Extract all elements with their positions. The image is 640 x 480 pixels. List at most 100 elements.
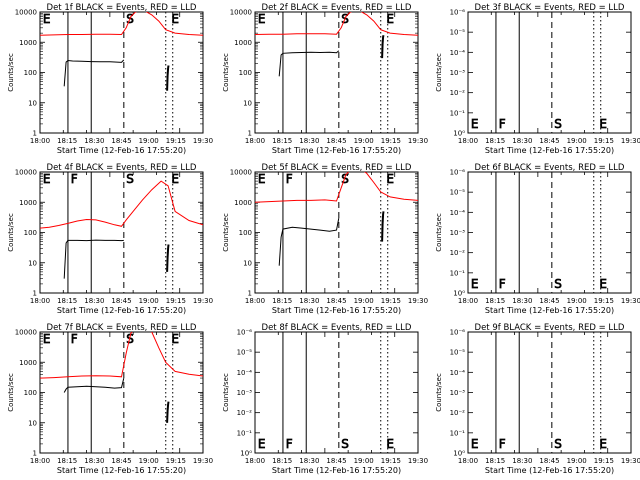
x-tick-label: 18:30: [512, 457, 532, 465]
marker-label: E: [43, 12, 51, 26]
marker-label: S: [554, 277, 562, 291]
plot-frame: [467, 331, 632, 454]
marker-label: F: [286, 437, 293, 451]
marker-label: F: [499, 117, 506, 131]
y-tick-label: 1: [33, 290, 37, 298]
y-axis-label: Counts/sec: [7, 373, 15, 412]
y-tick-label: 10⁰: [453, 290, 465, 298]
x-tick-label: 19:00: [567, 137, 587, 145]
y-tick-label: 10⁻²: [237, 409, 253, 417]
y-axis-label: Counts/sec: [222, 53, 230, 92]
x-tick-label: 18:00: [245, 297, 265, 305]
y-tick-label: 100: [24, 229, 37, 237]
events-series-line: [166, 244, 170, 272]
x-tick-label: 19:15: [166, 297, 186, 305]
y-tick-label: 10⁻⁴: [237, 369, 253, 377]
x-axis-label: Start Time (12-Feb-16 17:55:20): [272, 306, 401, 315]
x-tick-label: 19:00: [354, 137, 374, 145]
marker-label: S: [554, 437, 562, 451]
x-tick-label: 18:15: [485, 457, 505, 465]
y-tick-label: 10: [28, 259, 37, 267]
y-tick-label: 10⁻²: [450, 89, 466, 97]
x-tick-label: 18:15: [57, 297, 77, 305]
x-axis-label: Start Time (12-Feb-16 17:55:20): [485, 466, 614, 475]
x-tick-label: 19:30: [193, 457, 213, 465]
x-tick-label: 18:45: [111, 457, 131, 465]
y-tick-label: 10⁻³: [450, 69, 466, 77]
y-tick-label: 1: [248, 130, 252, 138]
y-tick-label: 10⁻¹: [450, 109, 466, 117]
y-tick-label: 10⁻⁵: [450, 349, 466, 357]
x-tick-label: 18:45: [111, 297, 131, 305]
y-tick-label: 100: [239, 229, 252, 237]
events-series-line: [381, 35, 385, 59]
x-tick-label: 18:45: [326, 137, 346, 145]
x-axis-label: Start Time (12-Feb-16 17:55:20): [57, 306, 186, 315]
detector-panel-8: Det 8f BLACK = Events, RED = LLD 18:00 18:…: [222, 323, 428, 475]
marker-label: E: [386, 12, 394, 26]
plot-frame: [467, 11, 632, 134]
marker-label: F: [286, 172, 293, 186]
panel-title: Det 6f BLACK = Events, RED = LLD: [475, 163, 625, 173]
x-tick-label: 19:00: [139, 137, 159, 145]
x-tick-label: 18:00: [458, 137, 478, 145]
x-tick-label: 18:00: [30, 137, 50, 145]
detector-panel-7: Det 7f BLACK = Events, RED = LLD 18:00 18:…: [7, 323, 213, 475]
y-tick-label: 10⁻²: [450, 249, 466, 257]
panel-title: Det 1f BLACK = Events, RED = LLD: [47, 3, 197, 13]
x-axis-label: Start Time (12-Feb-16 17:55:20): [272, 466, 401, 475]
x-tick-label: 18:30: [84, 297, 104, 305]
y-tick-label: 10⁻⁵: [450, 29, 466, 37]
x-axis-label: Start Time (12-Feb-16 17:55:20): [57, 146, 186, 155]
lld-series-line: [40, 332, 203, 379]
y-tick-label: 10⁻³: [450, 229, 466, 237]
x-tick-label: 18:15: [485, 297, 505, 305]
y-axis-label: Counts/sec: [222, 373, 230, 412]
detector-panel-4: Det 4f BLACK = Events, RED = LLD 18:00 18:…: [7, 163, 213, 315]
y-tick-label: 1: [248, 290, 252, 298]
detector-panel-5: Det 5f BLACK = Events, RED = LLD 18:00 18:…: [222, 163, 428, 315]
x-tick-label: 19:30: [621, 137, 640, 145]
panel-title: Det 3f BLACK = Events, RED = LLD: [475, 3, 625, 13]
marker-label: F: [499, 437, 506, 451]
x-tick-label: 19:15: [166, 457, 186, 465]
y-tick-label: 10⁰: [240, 450, 252, 458]
x-tick-label: 19:00: [139, 297, 159, 305]
x-tick-label: 19:30: [193, 137, 213, 145]
x-axis-label: Start Time (12-Feb-16 17:55:20): [57, 466, 186, 475]
events-series-line: [63, 239, 124, 279]
y-tick-label: 10⁻⁶: [450, 169, 466, 177]
x-tick-label: 18:15: [272, 137, 292, 145]
y-tick-label: 10⁻⁵: [237, 349, 253, 357]
marker-label: E: [258, 437, 266, 451]
x-tick-label: 18:30: [299, 457, 319, 465]
detector-panel-9: Det 9f BLACK = Events, RED = LLD 18:00 18:…: [435, 323, 640, 475]
panel-title: Det 5f BLACK = Events, RED = LLD: [262, 163, 412, 173]
x-tick-label: 19:15: [381, 297, 401, 305]
y-tick-label: 10⁻¹: [237, 429, 253, 437]
x-tick-label: 18:30: [299, 297, 319, 305]
detector-panel-6: Det 6f BLACK = Events, RED = LLD 18:00 18:…: [435, 163, 640, 315]
marker-label: E: [386, 172, 394, 186]
x-tick-label: 19:15: [594, 137, 614, 145]
y-tick-label: 10000: [15, 169, 37, 177]
x-tick-label: 18:45: [111, 137, 131, 145]
marker-label: E: [471, 117, 479, 131]
x-tick-label: 19:30: [408, 137, 428, 145]
x-tick-label: 18:30: [84, 137, 104, 145]
events-series-line: [63, 377, 125, 393]
y-tick-label: 10: [28, 419, 37, 427]
x-tick-label: 18:45: [539, 137, 559, 145]
events-series-line: [381, 211, 385, 242]
y-tick-label: 1: [33, 450, 37, 458]
marker-label: F: [499, 277, 506, 291]
y-tick-label: 10⁻⁴: [450, 209, 466, 217]
x-tick-label: 19:15: [381, 137, 401, 145]
marker-label: E: [258, 12, 266, 26]
x-tick-label: 19:00: [139, 457, 159, 465]
detector-panel-2: Det 2f BLACK = Events, RED = LLD 18:00 18:…: [222, 3, 428, 155]
y-tick-label: 10⁻¹: [450, 429, 466, 437]
x-tick-label: 18:15: [272, 457, 292, 465]
y-axis-label: Counts/sec: [7, 213, 15, 252]
